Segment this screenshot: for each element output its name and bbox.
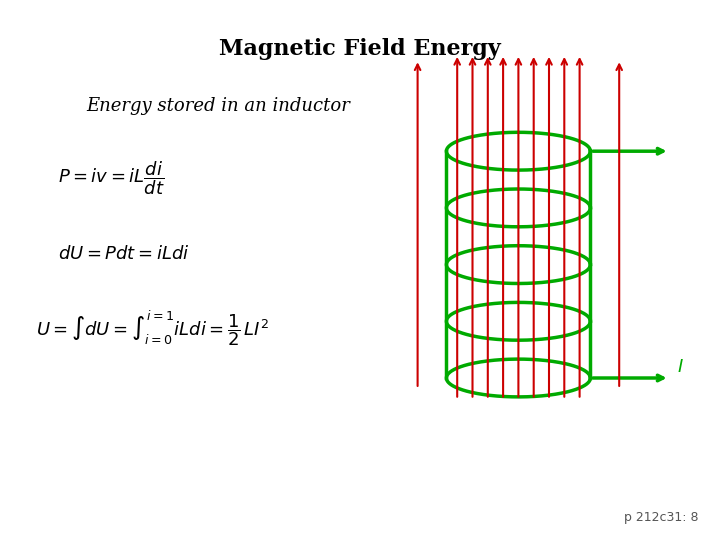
- Text: Energy stored in an inductor: Energy stored in an inductor: [86, 97, 350, 115]
- Text: $dU = Pdt = iLdi$: $dU = Pdt = iLdi$: [58, 245, 189, 263]
- Text: $I$: $I$: [677, 358, 683, 376]
- Text: $P = iv = iL\dfrac{di}{dt}$: $P = iv = iL\dfrac{di}{dt}$: [58, 159, 164, 197]
- Text: p 212c31: 8: p 212c31: 8: [624, 511, 698, 524]
- Text: Magnetic Field Energy: Magnetic Field Energy: [219, 38, 501, 60]
- Text: $U = \int dU = \int_{i=0}^{i=1} iLdi = \dfrac{1}{2}\,LI^2$: $U = \int dU = \int_{i=0}^{i=1} iLdi = \…: [36, 309, 269, 349]
